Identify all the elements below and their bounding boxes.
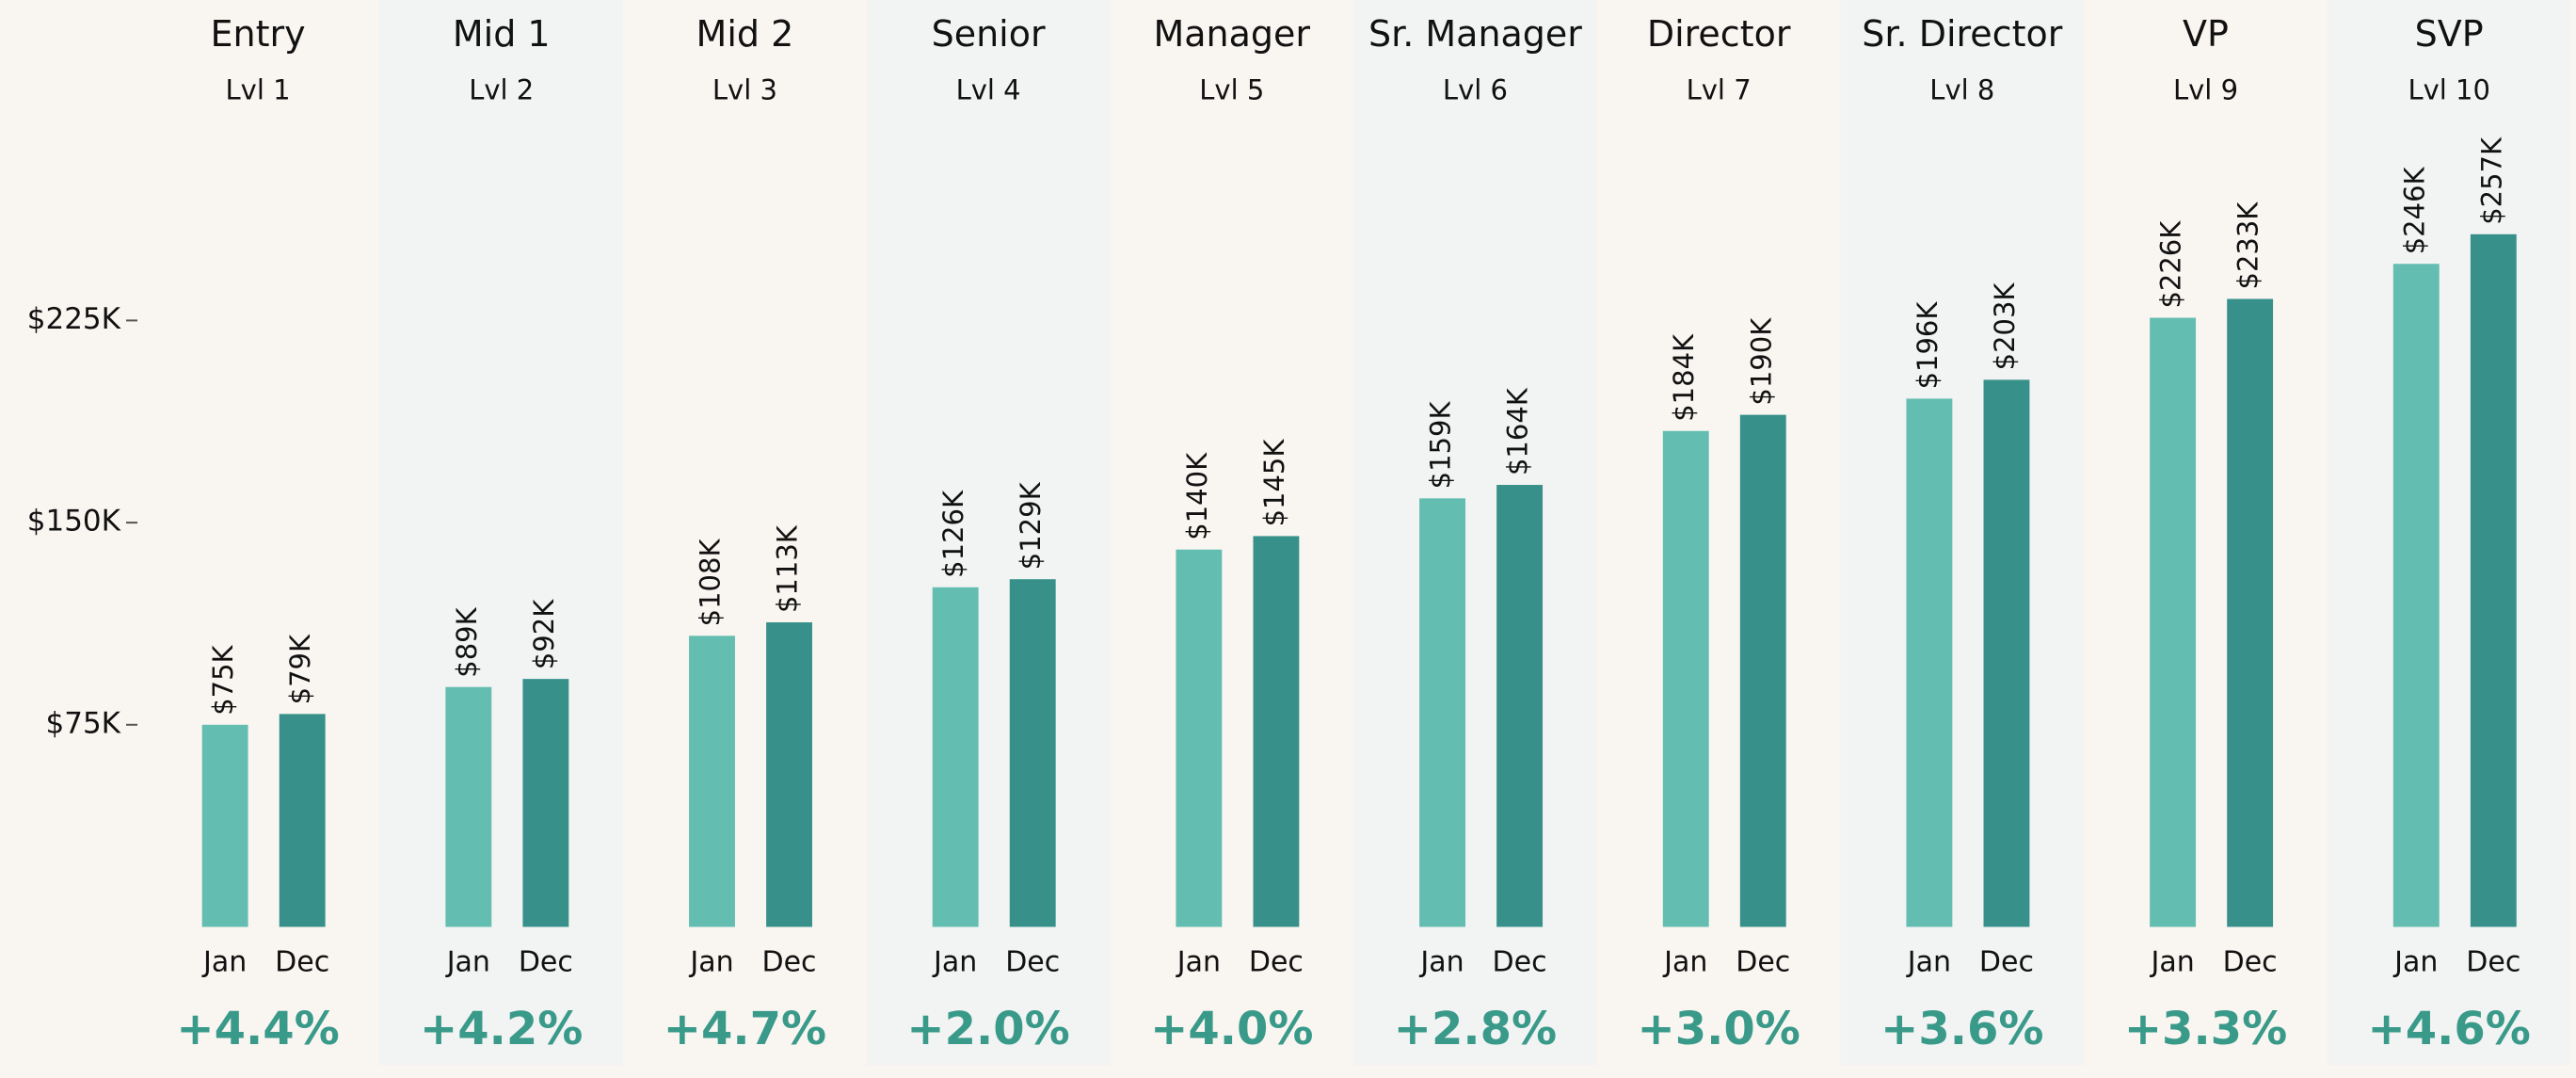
column-band (866, 0, 1111, 1066)
value-label: $257K (2475, 137, 2507, 225)
level-label: Lvl 4 (956, 74, 1021, 106)
value-label: $203K (1989, 282, 2021, 371)
change-label: +4.6% (2368, 1003, 2531, 1055)
series-label: Jan (1662, 945, 1707, 978)
value-label: $196K (1912, 301, 1944, 390)
bar (1739, 414, 1786, 927)
level-label: Lvl 10 (2408, 74, 2490, 106)
change-label: +3.6% (1880, 1003, 2043, 1055)
y-tick-label: $150K (27, 505, 121, 539)
value-label: $159K (1425, 401, 1457, 490)
bar (2470, 233, 2517, 927)
series-label: Jan (201, 945, 247, 978)
category-label: Sr. Manager (1368, 13, 1582, 55)
category-label: SVP (2415, 13, 2484, 55)
level-label: Lvl 9 (2173, 74, 2238, 106)
series-label: Dec (2223, 945, 2278, 978)
bar (445, 686, 492, 927)
series-label: Dec (1249, 945, 1304, 978)
series-label: Dec (275, 945, 329, 978)
series-label: Dec (762, 945, 817, 978)
column-band (2327, 0, 2571, 1066)
value-label: $92K (528, 599, 560, 669)
value-label: $246K (2398, 166, 2430, 254)
category-label: Senior (932, 13, 1046, 55)
bar (2150, 317, 2197, 927)
series-label: Jan (1418, 945, 1464, 978)
value-label: $79K (284, 634, 316, 704)
category-label: Entry (210, 13, 305, 55)
level-label: Lvl 6 (1443, 74, 1508, 106)
y-tick-label: $225K (27, 302, 121, 336)
bar (522, 679, 569, 927)
series-label: Jan (2392, 945, 2438, 978)
series-label: Dec (1736, 945, 1790, 978)
value-label: $140K (1181, 452, 1213, 540)
category-label: Mid 1 (453, 13, 551, 55)
bar (1662, 430, 1709, 927)
value-label: $113K (772, 524, 804, 613)
value-label: $108K (694, 539, 726, 627)
bar (689, 636, 735, 927)
level-label: Lvl 5 (1199, 74, 1264, 106)
series-label: Jan (2149, 945, 2194, 978)
change-label: +2.0% (906, 1003, 1069, 1055)
bar (1496, 485, 1544, 927)
bar (1983, 379, 2030, 927)
level-label: Lvl 7 (1687, 74, 1752, 106)
category-label: Mid 2 (696, 13, 794, 55)
level-label: Lvl 1 (226, 74, 291, 106)
bar (1906, 398, 1953, 927)
value-label: $75K (207, 644, 239, 715)
series-label: Dec (1979, 945, 2034, 978)
series-label: Jan (688, 945, 733, 978)
series-label: Dec (1493, 945, 1547, 978)
value-label: $89K (451, 606, 483, 677)
series-label: Dec (2466, 945, 2520, 978)
value-label: $164K (1502, 387, 1534, 475)
column-band (1353, 0, 1597, 1066)
column-band (379, 0, 624, 1066)
change-label: +3.3% (2124, 1003, 2287, 1055)
change-label: +3.0% (1637, 1003, 1800, 1055)
bar (279, 714, 326, 927)
category-label: Sr. Director (1862, 13, 2062, 55)
value-label: $226K (2155, 220, 2187, 309)
column-band (1840, 0, 2085, 1066)
value-label: $126K (937, 490, 969, 578)
level-label: Lvl 3 (712, 74, 777, 106)
change-label: +4.0% (1150, 1003, 1313, 1055)
value-label: $184K (1668, 333, 1700, 422)
value-label: $190K (1745, 317, 1777, 406)
series-label: Dec (519, 945, 573, 978)
bar (1009, 579, 1056, 927)
category-label: Director (1647, 13, 1791, 55)
bar (201, 724, 248, 927)
series-label: Jan (445, 945, 490, 978)
bar (2392, 264, 2440, 927)
series-label: Dec (1005, 945, 1060, 978)
series-label: Jan (1176, 945, 1221, 978)
y-tick-label: $75K (46, 706, 121, 740)
value-label: $129K (1015, 481, 1047, 570)
category-label: VP (2183, 13, 2229, 55)
value-label: $233K (2232, 201, 2264, 290)
change-label: +4.2% (420, 1003, 583, 1055)
category-label: Manager (1153, 13, 1310, 55)
change-label: +4.7% (664, 1003, 826, 1055)
bar (766, 622, 812, 927)
change-label: +2.8% (1394, 1003, 1557, 1055)
bar (1176, 549, 1223, 927)
series-label: Jan (1906, 945, 1951, 978)
level-label: Lvl 2 (469, 74, 534, 106)
bar (2227, 298, 2274, 927)
change-label: +4.4% (176, 1003, 339, 1055)
bar (932, 587, 979, 927)
bar (1253, 536, 1300, 927)
series-label: Jan (932, 945, 977, 978)
bar (1419, 498, 1465, 927)
level-label: Lvl 8 (1929, 74, 1994, 106)
value-label: $145K (1258, 439, 1290, 527)
